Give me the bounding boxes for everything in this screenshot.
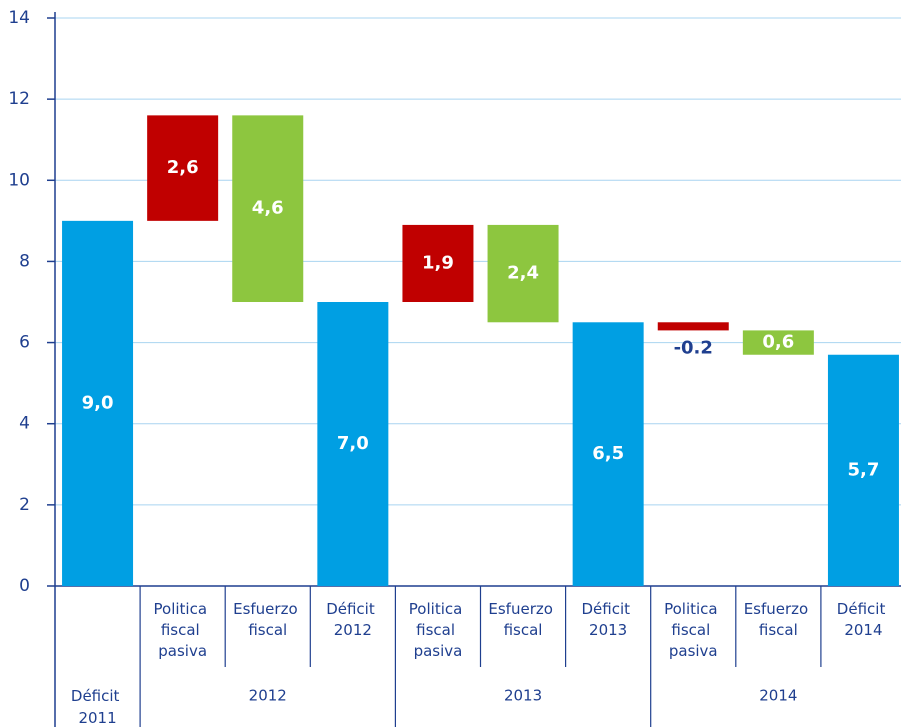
x-tick-label: Politica fiscal pasiva [409,600,467,660]
x-tick-label: Déficit 2012 [326,600,379,639]
x-tick-line: pasiva [158,642,207,660]
x-tick-label: Esfuerzo fiscal [488,600,557,639]
x-tick-line: 2012 [334,621,372,639]
x-tick-line: fiscal [759,621,798,639]
y-tick-label: 6 [19,333,30,353]
x-tick-line: Déficit [326,600,379,618]
bar [402,224,474,302]
group-label: Déficit 2011 [71,687,124,727]
value-label: 2,4 [507,263,539,284]
bar [232,115,304,302]
y-tick-label: 4 [19,414,30,434]
value-label: 6,5 [592,443,624,464]
y-tick-label: 8 [19,251,30,271]
y-tick-label: 14 [8,8,30,28]
x-tick-line: fiscal [161,621,205,639]
x-tick-line: Déficit [582,600,635,618]
value-label: 7,0 [337,433,369,454]
x-tick-line: Politica [409,600,467,618]
value-label: 9,0 [82,392,114,413]
group-line: Déficit [71,687,124,705]
bar [317,302,389,586]
value-label: 0,6 [762,332,794,353]
x-tick-label: Politica fiscal pasiva [664,600,722,660]
value-label: 5,7 [848,459,880,480]
y-tick-label: 0 [19,576,30,596]
x-tick-label: Esfuerzo fiscal [744,600,813,639]
y-tick-label: 12 [8,89,30,109]
group-label: 2013 [504,687,542,705]
x-tick-label: Déficit 2014 [837,600,890,639]
y-tick-label: 2 [19,495,30,515]
x-tick-line: Politica [664,600,722,618]
group-label: 2012 [249,687,287,705]
x-tick-line: Esfuerzo [744,600,813,618]
bar [742,330,814,355]
value-label: 1,9 [422,252,454,273]
bar [62,220,134,586]
x-tick-line: fiscal [504,621,543,639]
x-tick-line: pasiva [414,642,463,660]
x-tick-label: Politica fiscal pasiva [154,600,212,660]
bar [487,224,559,323]
bar [827,354,899,586]
x-tick-line: fiscal [416,621,460,639]
x-tick-label: Déficit 2013 [582,600,635,639]
x-tick-line: pasiva [669,642,718,660]
value-label: 4,6 [252,198,284,219]
x-tick-label: Esfuerzo fiscal [233,600,302,639]
x-tick-line: fiscal [248,621,287,639]
x-tick-line: Politica [154,600,212,618]
group-line: 2011 [78,709,116,727]
value-label: -0.2 [674,337,713,358]
x-tick-line: 2013 [589,621,627,639]
x-tick-line: Déficit [837,600,890,618]
x-tick-line: fiscal [671,621,715,639]
bar [572,322,644,586]
x-tick-line: Esfuerzo [233,600,302,618]
value-label: 2,6 [167,157,199,178]
bar [657,322,729,331]
y-tick-label: 10 [8,170,30,190]
x-tick-line: 2014 [844,621,882,639]
group-label: 2014 [759,687,797,705]
x-tick-line: Esfuerzo [488,600,557,618]
bar [147,115,219,221]
